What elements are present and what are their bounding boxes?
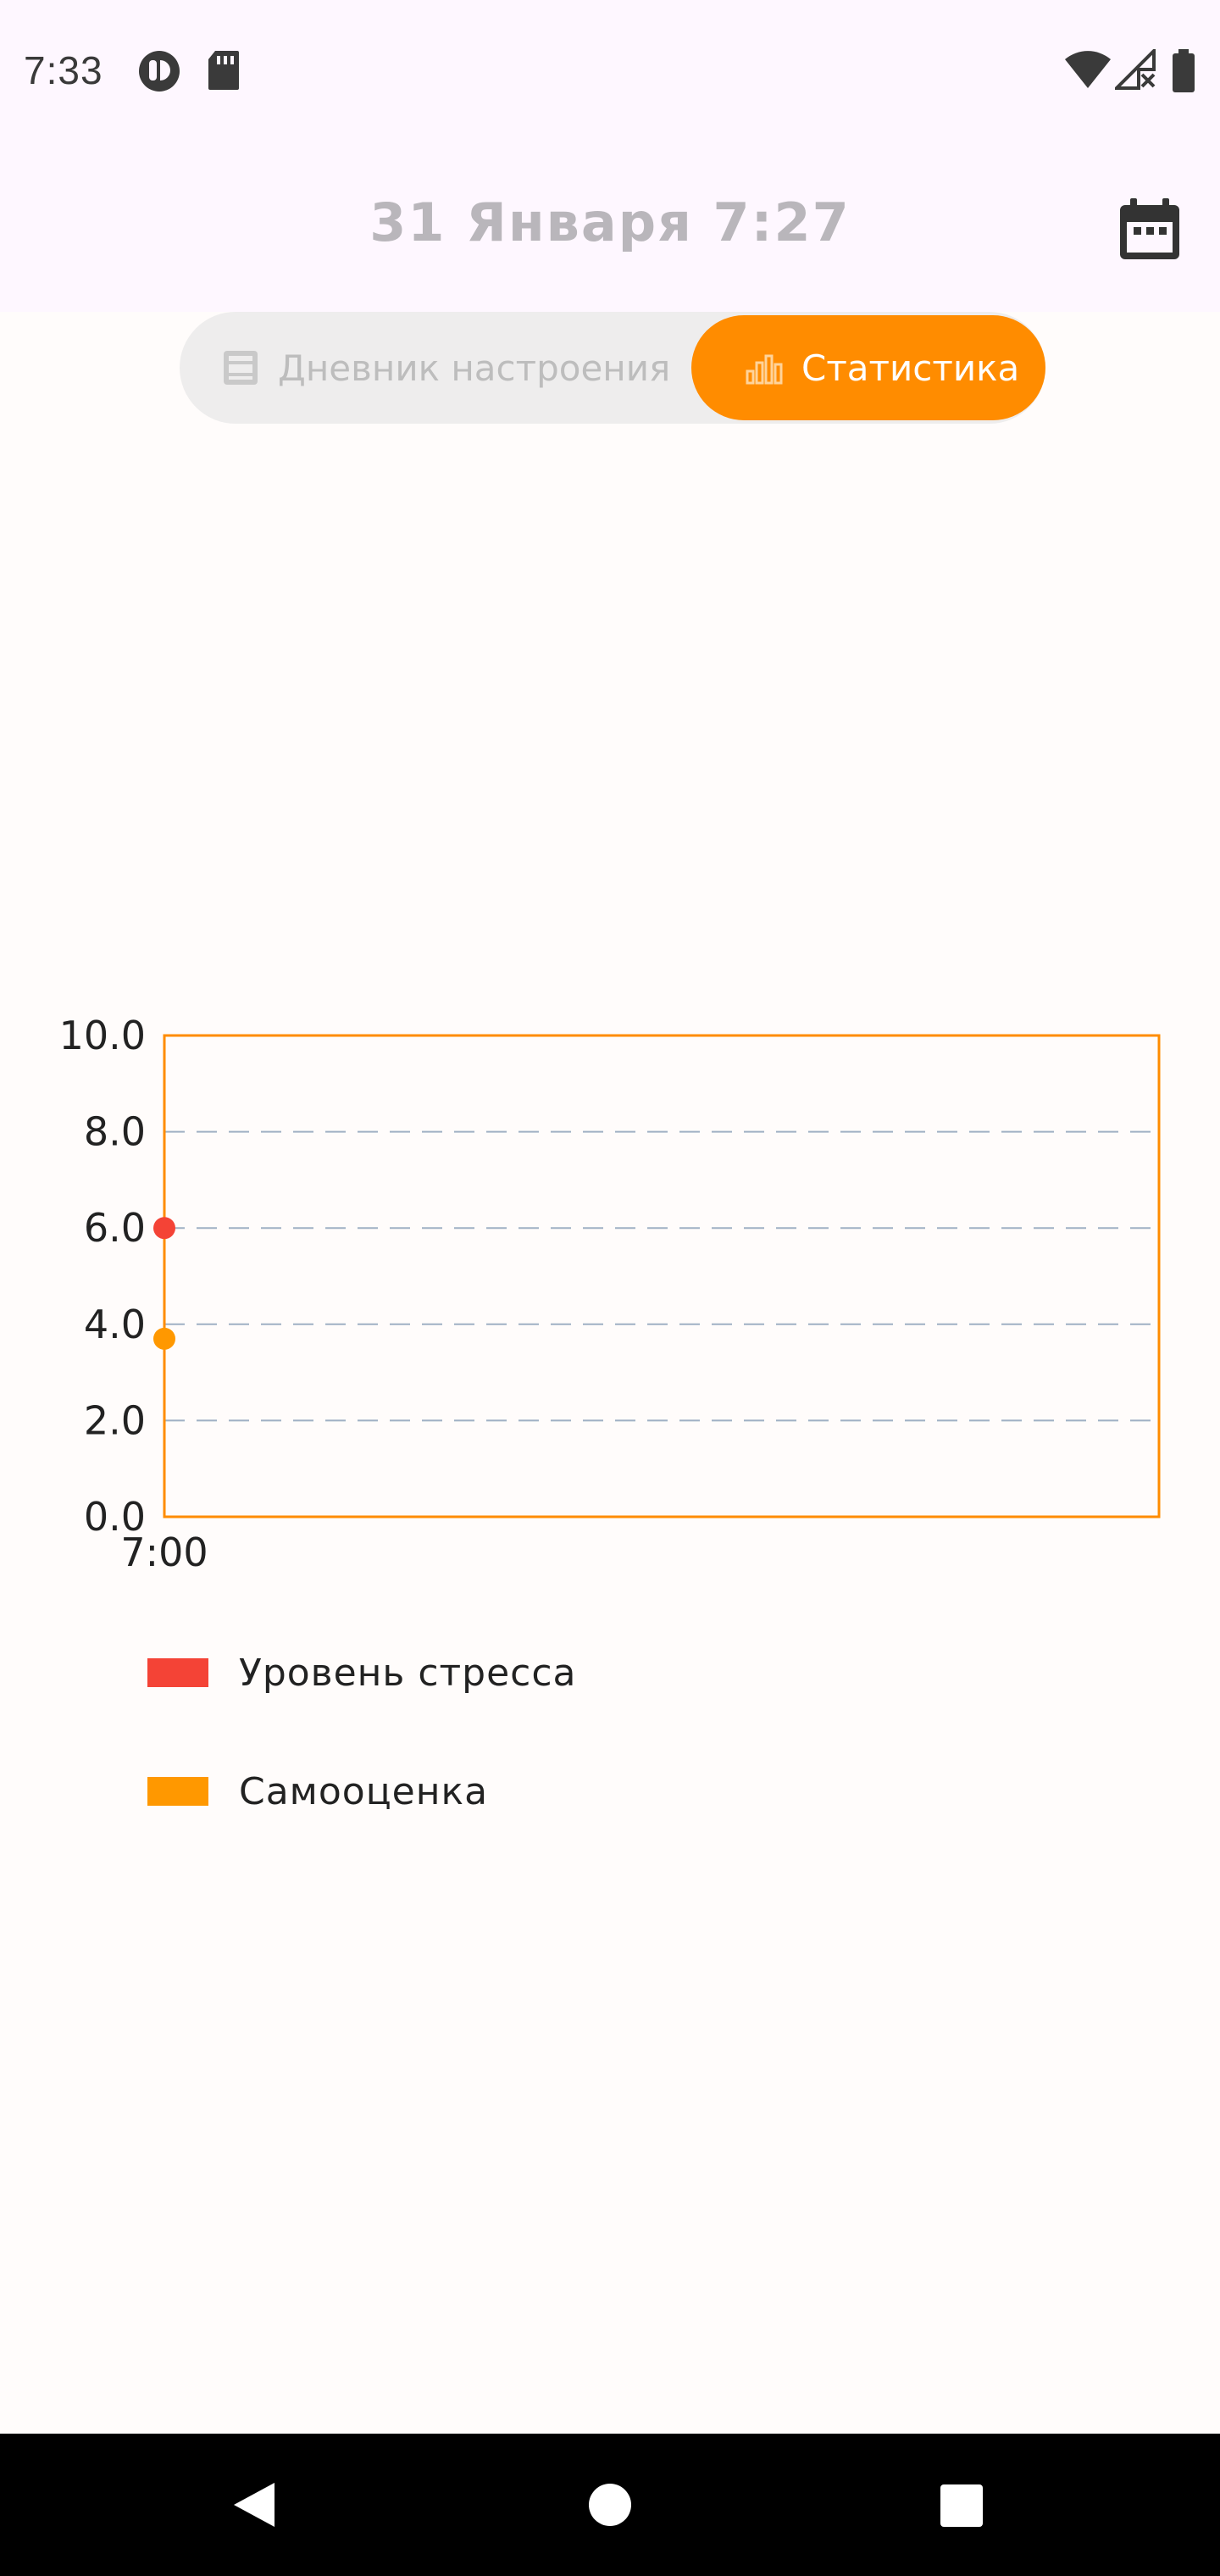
- app-bar: 31 Января 7:27: [0, 144, 1220, 312]
- legend-item-self-esteem: Самооценка: [147, 1766, 577, 1817]
- legend-label-stress: Уровень стресса: [239, 1651, 577, 1695]
- wifi-icon: [1065, 51, 1111, 88]
- plot-border: [163, 1034, 1161, 1518]
- signal-no-service-icon: [1115, 49, 1156, 90]
- data-point: [153, 1327, 175, 1350]
- x-tick-label: 7:00: [120, 1530, 208, 1575]
- recents-icon[interactable]: [922, 2466, 1000, 2544]
- y-tick-label: 4.0: [84, 1302, 146, 1347]
- legend-swatch-self-esteem: [147, 1777, 208, 1806]
- calendar-icon[interactable]: [1117, 197, 1183, 263]
- statistics-chart: 0.0 2.0 4.0 6.0 8.0 10.0 7:00: [59, 1013, 1161, 1575]
- tab-statistics[interactable]: Статистика: [691, 315, 1045, 420]
- y-tick-label: 8.0: [84, 1109, 146, 1155]
- status-time: 7:33: [24, 48, 103, 92]
- home-icon[interactable]: [571, 2466, 649, 2544]
- y-tick-label: 2.0: [84, 1397, 146, 1443]
- battery-icon: [1173, 49, 1195, 92]
- status-bar: 7:33: [0, 0, 1220, 144]
- page-title: 31 Января 7:27: [369, 192, 851, 253]
- tab-mood-diary[interactable]: Дневник настроения: [180, 312, 688, 424]
- y-tick-label: 6.0: [84, 1205, 146, 1251]
- data-point: [153, 1217, 175, 1240]
- tab-statistics-label: Статистика: [801, 347, 1020, 389]
- legend-label-self-esteem: Самооценка: [239, 1769, 489, 1813]
- bar-chart-icon: [746, 354, 783, 385]
- view-switcher: Дневник настроения Статистика: [180, 312, 1045, 424]
- notification-app-icon: [139, 51, 180, 92]
- back-icon[interactable]: [215, 2466, 293, 2544]
- legend-swatch-stress: [147, 1658, 208, 1687]
- y-tick-label: 10.0: [59, 1013, 146, 1058]
- chart-legend: Уровень стресса Самооценка: [147, 1647, 577, 1885]
- y-tick-label: 0.0: [84, 1494, 146, 1540]
- legend-item-stress: Уровень стресса: [147, 1647, 577, 1698]
- navigation-bar: [0, 2434, 1220, 2576]
- tab-mood-diary-label: Дневник настроения: [278, 347, 671, 389]
- sd-card-icon: [208, 51, 239, 90]
- journal-icon: [224, 351, 258, 385]
